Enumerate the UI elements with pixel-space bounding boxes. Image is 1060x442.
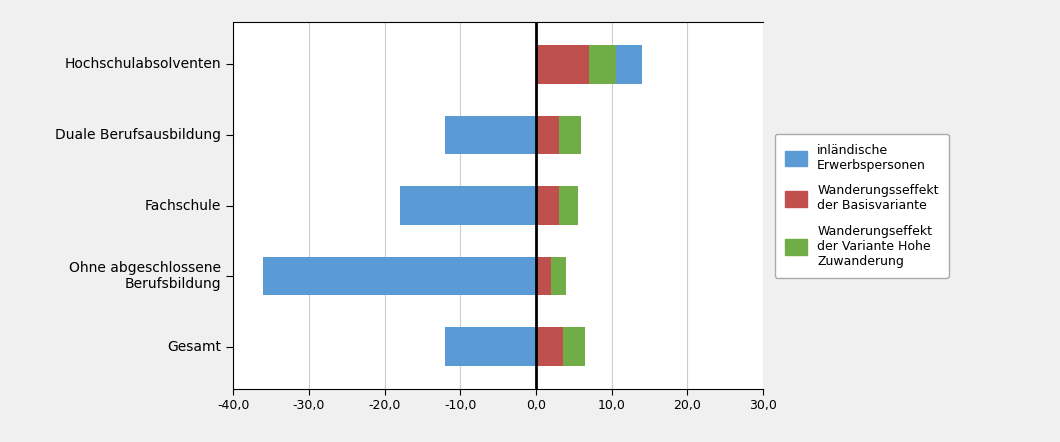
- Bar: [536, 45, 589, 84]
- Legend: inländische
Erwerbspersonen, Wanderungsseffekt
der Basisvariante, Wanderungseffe: inländische Erwerbspersonen, Wanderungss…: [775, 133, 949, 278]
- Bar: [551, 257, 566, 296]
- Bar: [536, 115, 559, 154]
- Bar: [589, 45, 616, 84]
- Bar: [559, 115, 582, 154]
- Bar: [536, 327, 563, 366]
- Bar: [536, 186, 559, 225]
- Bar: [536, 45, 642, 84]
- Bar: [400, 186, 536, 225]
- Bar: [536, 257, 551, 296]
- Bar: [559, 186, 578, 225]
- Bar: [445, 115, 536, 154]
- Bar: [445, 327, 536, 366]
- Bar: [264, 257, 536, 296]
- Bar: [563, 327, 585, 366]
